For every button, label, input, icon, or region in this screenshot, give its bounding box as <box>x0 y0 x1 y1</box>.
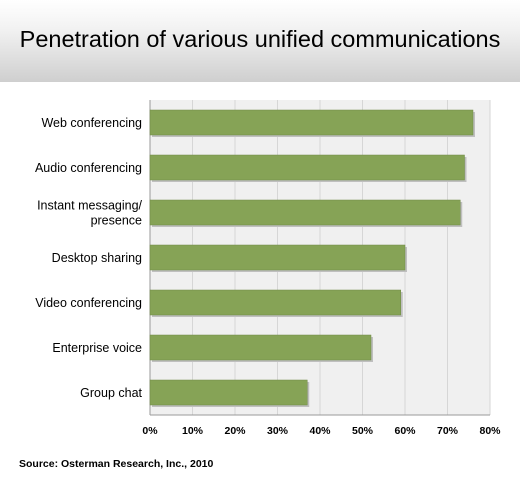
bar <box>149 379 308 406</box>
source-note: Source: Osterman Research, Inc., 2010 <box>19 458 214 470</box>
bar <box>149 334 372 361</box>
x-tick-label: 40% <box>309 425 331 437</box>
bar <box>149 154 465 181</box>
category-label: Audio conferencing <box>35 161 142 175</box>
x-tick-label: 20% <box>224 425 246 437</box>
x-tick-label: 30% <box>267 425 289 437</box>
x-tick-label: 60% <box>394 425 416 437</box>
category-label: Group chat <box>80 386 142 400</box>
category-label: Desktop sharing <box>52 251 142 265</box>
x-tick-label: 80% <box>479 425 501 437</box>
x-tick-label: 10% <box>182 425 204 437</box>
bar <box>149 244 406 271</box>
category-label: Instant messaging/presence <box>37 199 142 228</box>
x-tick-label: 0% <box>142 425 158 437</box>
bar <box>149 289 401 316</box>
category-label: Video conferencing <box>35 296 142 310</box>
bar <box>149 109 474 136</box>
bar <box>149 199 461 226</box>
x-tick-label: 70% <box>437 425 459 437</box>
x-tick-label: 50% <box>352 425 374 437</box>
title-banner: Penetration of various unified communica… <box>0 0 520 82</box>
category-label: Web conferencing <box>41 116 142 130</box>
category-label: Enterprise voice <box>52 341 142 355</box>
chart-title: Penetration of various unified communica… <box>19 26 501 52</box>
